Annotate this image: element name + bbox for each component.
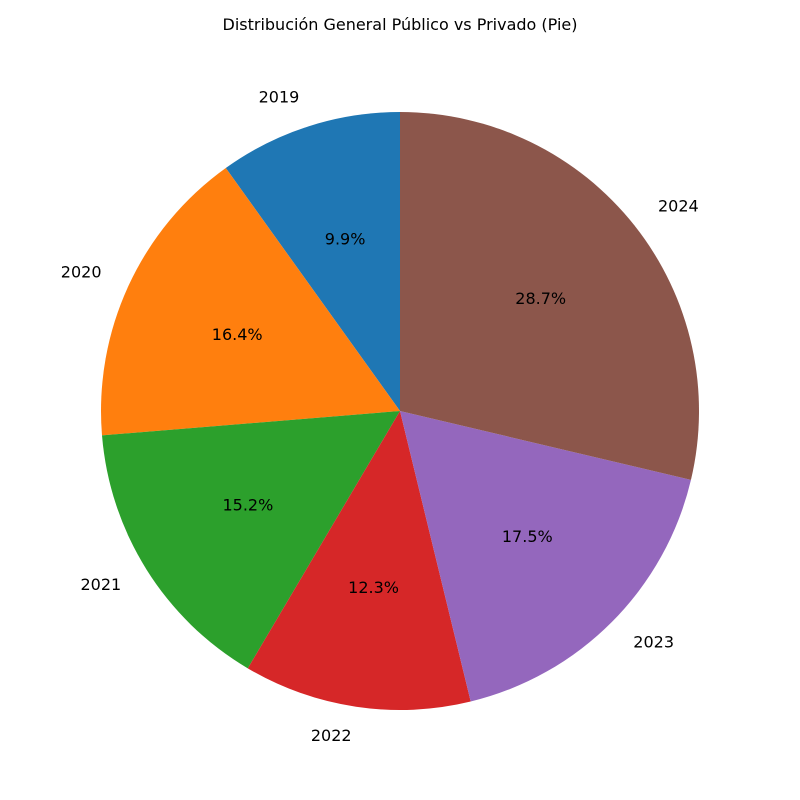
pct-label-2021: 15.2% xyxy=(222,496,273,515)
slice-label-2023: 2023 xyxy=(633,632,674,651)
pie-labels: 2019 9.9% 2020 16.4% 2021 15.2% 2022 12.3% 2023 1… xyxy=(61,87,699,744)
chart-title: Distribución General Público vs Privado … xyxy=(223,15,578,34)
pie-slice-2019 xyxy=(225,112,400,411)
pie-slice-2024 xyxy=(400,112,700,480)
slice-label-2022: 2022 xyxy=(311,726,352,745)
pct-label-2022: 12.3% xyxy=(348,578,399,597)
slice-label-2020: 2020 xyxy=(61,262,102,281)
pie-slices xyxy=(101,112,700,710)
pie-slice-2022 xyxy=(247,411,471,710)
slice-label-2024: 2024 xyxy=(658,197,699,216)
pct-label-2020: 16.4% xyxy=(212,325,263,344)
pie-slice-2020 xyxy=(101,168,400,436)
pct-label-2023: 17.5% xyxy=(502,527,553,546)
slice-label-2019: 2019 xyxy=(259,87,300,106)
pct-label-2024: 28.7% xyxy=(515,289,566,308)
pie-slice-2021 xyxy=(102,411,400,669)
slice-label-2021: 2021 xyxy=(80,575,121,594)
pie-slice-2023 xyxy=(400,411,691,702)
pct-label-2019: 9.9% xyxy=(325,230,366,249)
